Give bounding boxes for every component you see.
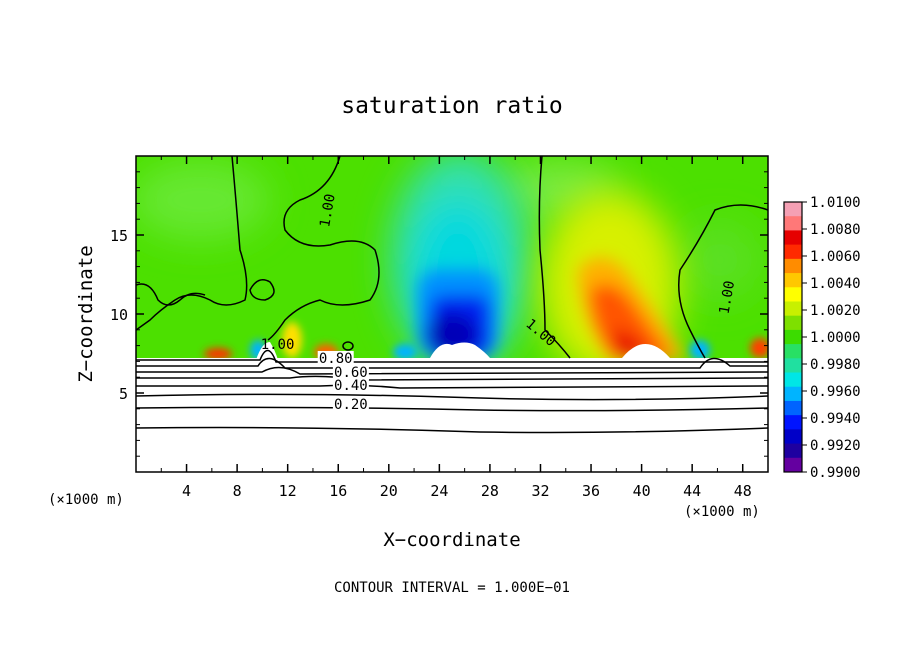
x-tick-label: 48 — [734, 482, 752, 500]
x-axis: 4 8 12 16 20 24 28 32 36 40 44 48 — [160, 156, 752, 500]
contour-left-small — [136, 283, 206, 306]
contour-terrain-2 — [136, 357, 768, 369]
colorbar-tick-label: 1.0040 — [810, 276, 861, 292]
y-axis-label: Z−coordinate — [75, 245, 97, 382]
dry-saturated-cap — [430, 342, 490, 358]
contour-interval-note: CONTOUR INTERVAL = 1.000E−01 — [334, 580, 570, 596]
colorbar-tick-label: 0.9900 — [810, 465, 861, 481]
contour-label: 0.40 — [334, 378, 368, 394]
x-tick-label: 8 — [233, 482, 242, 500]
colorbar-swatch — [784, 344, 802, 359]
moist-saturated-cap — [622, 344, 670, 358]
x-tick-label: 20 — [380, 482, 398, 500]
colorbar-tick-label: 1.0020 — [810, 303, 861, 319]
colorbar-swatch — [784, 329, 802, 345]
x-tick-label: 32 — [531, 482, 549, 500]
colorbar-tick-label: 1.0000 — [810, 330, 861, 346]
y-tick-label: 5 — [119, 385, 128, 403]
colorbar: 1.0100 1.0080 1.0060 1.0040 1.0020 1.0000 0.99… — [783, 195, 861, 481]
colorbar-swatch — [784, 429, 802, 445]
colorbar-swatch — [784, 400, 802, 416]
contour-upper-left — [136, 156, 248, 331]
contour-label: 0.60 — [334, 365, 368, 381]
contour-terrain-7 — [136, 406, 768, 412]
colorbar-swatch — [784, 273, 802, 288]
y-tick-label: 15 — [110, 227, 128, 245]
contour-left-ripple — [249, 279, 275, 301]
x-tick-label: 16 — [329, 482, 347, 500]
contour-label: 1.00 — [261, 337, 295, 353]
contour-label-bg — [332, 365, 369, 381]
x-tick-label: 36 — [582, 482, 600, 500]
colorbar-swatch — [784, 230, 802, 246]
chart-title: saturation ratio — [341, 93, 563, 119]
colorbar-tick-label: 1.0080 — [810, 222, 861, 238]
colorbar-swatch — [784, 315, 802, 331]
contour-upper-mid — [267, 156, 380, 341]
colorbar-swatch — [784, 244, 802, 260]
contour-right — [678, 204, 768, 359]
contour-label-bg — [332, 396, 369, 412]
x-tick-label: 12 — [279, 482, 297, 500]
contour-label: 0.80 — [319, 351, 353, 367]
colorbar-tick-label: 0.9960 — [810, 384, 861, 400]
contour-label-bg — [332, 377, 369, 393]
x-axis-label: X−coordinate — [383, 529, 520, 551]
dry-column-core — [418, 270, 498, 358]
colorbar-swatch — [784, 216, 802, 231]
x-tick-label: 28 — [481, 482, 499, 500]
colorbar-swatch — [784, 358, 802, 374]
colorbar-swatch — [784, 301, 802, 317]
colorbar-tick-label: 0.9940 — [810, 411, 861, 427]
colorbar-tick-label: 0.9980 — [810, 357, 861, 373]
colorbar-swatch — [784, 386, 802, 402]
contour-terrain-8 — [136, 426, 768, 434]
colorbar-tick-label: 0.9920 — [810, 438, 861, 454]
contour-lines — [136, 156, 768, 434]
x-unit-left: (×1000 m) — [48, 492, 124, 508]
heatmap-field — [136, 156, 768, 472]
contour-small-loop — [342, 341, 354, 351]
x-tick-label: 24 — [430, 482, 448, 500]
contour-label-bg — [317, 350, 354, 366]
x-tick-label: 44 — [683, 482, 701, 500]
x-unit-right: (×1000 m) — [684, 504, 760, 520]
contour-terrain-1 — [136, 349, 768, 363]
contour-label: 1.00 — [717, 280, 739, 316]
x-tick-label: 4 — [182, 482, 191, 500]
colorbar-swatch — [784, 443, 802, 459]
colorbar-swatch — [784, 258, 802, 274]
contour-terrain-3 — [136, 366, 768, 375]
colorbar-swatch — [784, 372, 802, 388]
y-axis: 5 10 15 — [110, 171, 768, 457]
contour-label: 0.20 — [334, 397, 368, 413]
y-tick-label: 10 — [110, 306, 128, 324]
contour-label: 1.00 — [317, 193, 339, 229]
contour-terrain-6 — [136, 393, 768, 401]
surface-layer — [136, 358, 768, 472]
x-tick-label: 40 — [633, 482, 651, 500]
colorbar-swatch — [784, 287, 802, 302]
colorbar-tick-label: 1.0100 — [810, 195, 861, 211]
colorbar-swatch — [784, 202, 802, 217]
colorbar-swatch — [784, 415, 802, 430]
colorbar-swatch — [784, 457, 802, 473]
colorbar-tick-label: 1.0060 — [810, 249, 861, 265]
contour-labels: 1.001.001.001.000.800.600.400.20 — [261, 193, 739, 413]
contour-mid-right — [538, 156, 571, 359]
